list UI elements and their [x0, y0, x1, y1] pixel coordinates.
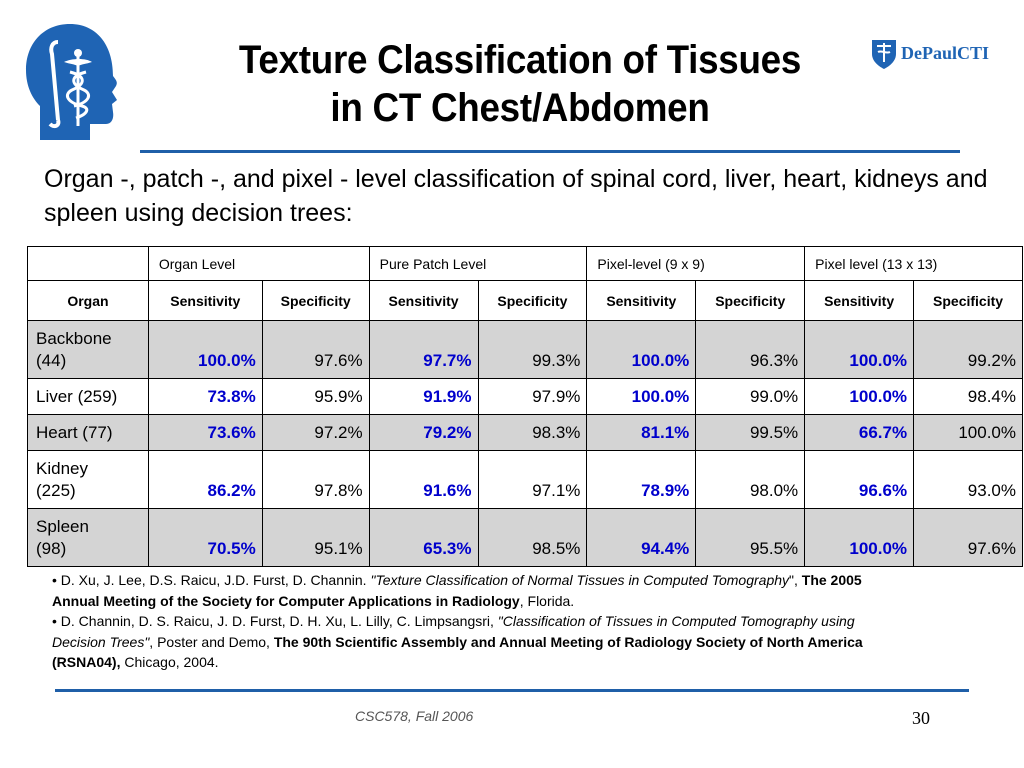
value-cell: 73.8% [147, 378, 263, 415]
sub-header: Sensitivity [368, 280, 479, 321]
organ-cell: Spleen (98) [27, 508, 149, 567]
value-cell: 91.9% [368, 378, 479, 415]
value-cell: 100.0% [913, 414, 1023, 451]
value-cell: 97.7% [368, 320, 479, 379]
group-header-organ-level: Organ Level [147, 246, 370, 281]
organ-cell: Kidney (225) [27, 450, 149, 509]
group-header-pixel-13: Pixel level (13 x 13) [804, 246, 1023, 281]
value-cell: 81.1% [586, 414, 697, 451]
value-cell: 98.0% [695, 450, 806, 509]
value-cell: 100.0% [586, 378, 697, 415]
value-cell: 95.1% [261, 508, 370, 567]
value-cell: 93.0% [913, 450, 1023, 509]
title-line-1: Texture Classification of Tissues [238, 38, 802, 82]
table-row: Liver (259) 73.8% 95.9% 91.9% 97.9% 100.… [27, 378, 1023, 415]
slide-title: Texture Classification of Tissues in CT … [170, 36, 869, 132]
value-cell: 78.9% [586, 450, 697, 509]
value-cell: 97.1% [477, 450, 588, 509]
value-cell: 94.4% [586, 508, 697, 567]
results-table: Organ Level Pure Patch Level Pixel-level… [27, 246, 1023, 567]
group-header-pure-patch: Pure Patch Level [368, 246, 588, 281]
value-cell: 97.6% [913, 508, 1023, 567]
value-cell: 100.0% [804, 320, 915, 379]
value-cell: 96.6% [804, 450, 915, 509]
sub-header: Sensitivity [804, 280, 915, 321]
footer-divider [55, 689, 969, 692]
value-cell: 86.2% [147, 450, 263, 509]
table-row: Backbone (44) 100.0% 97.6% 97.7% 99.3% 10… [27, 320, 1023, 379]
value-cell: 99.0% [695, 378, 806, 415]
value-cell: 95.5% [695, 508, 806, 567]
value-cell: 65.3% [368, 508, 479, 567]
depaul-crest-icon: DePaulCTI [868, 32, 1008, 72]
reference-1: • D. Xu, J. Lee, D.S. Raicu, J.D. Furst,… [52, 572, 862, 609]
references: • D. Xu, J. Lee, D.S. Raicu, J.D. Furst,… [52, 570, 912, 673]
value-cell: 79.2% [368, 414, 479, 451]
title-divider [140, 150, 960, 153]
table-corner-cell [27, 246, 149, 281]
value-cell: 96.3% [695, 320, 806, 379]
intro-text: Organ -, patch -, and pixel - level clas… [44, 165, 988, 227]
value-cell: 97.9% [477, 378, 588, 415]
footer-course-label: CSC578, Fall 2006 [355, 708, 474, 724]
value-cell: 97.8% [261, 450, 370, 509]
value-cell: 98.3% [477, 414, 588, 451]
table-group-header-row: Organ Level Pure Patch Level Pixel-level… [27, 246, 1023, 281]
sub-header: Specificity [477, 280, 588, 321]
value-cell: 100.0% [586, 320, 697, 379]
title-line-2: in CT Chest/Abdomen [330, 86, 710, 130]
table-row: Kidney (225) 86.2% 97.8% 91.6% 97.1% 78.9… [27, 450, 1023, 509]
organ-column-header: Organ [27, 280, 149, 321]
organ-cell: Backbone (44) [27, 320, 149, 379]
sub-header: Specificity [261, 280, 370, 321]
table-sub-header-row: Organ Sensitivity Specificity Sensitivit… [27, 280, 1023, 321]
value-cell: 91.6% [368, 450, 479, 509]
value-cell: 66.7% [804, 414, 915, 451]
table-row: Heart (77) 73.6% 97.2% 79.2% 98.3% 81.1%… [27, 414, 1023, 451]
value-cell: 100.0% [147, 320, 263, 379]
value-cell: 99.5% [695, 414, 806, 451]
organ-cell: Liver (259) [27, 378, 149, 415]
sub-header: Sensitivity [147, 280, 263, 321]
value-cell: 95.9% [261, 378, 370, 415]
value-cell: 97.6% [261, 320, 370, 379]
sub-header: Sensitivity [586, 280, 697, 321]
depaul-logo-text: DePaulCTI [901, 43, 989, 63]
sub-header: Specificity [913, 280, 1023, 321]
value-cell: 70.5% [147, 508, 263, 567]
sub-header: Specificity [695, 280, 806, 321]
table-row: Spleen (98) 70.5% 95.1% 65.3% 98.5% 94.4%… [27, 508, 1023, 567]
head-caduceus-icon [18, 20, 123, 145]
reference-2: • D. Channin, D. S. Raicu, J. D. Furst, … [52, 613, 863, 670]
value-cell: 100.0% [804, 378, 915, 415]
value-cell: 97.2% [261, 414, 370, 451]
value-cell: 99.2% [913, 320, 1023, 379]
value-cell: 100.0% [804, 508, 915, 567]
value-cell: 98.5% [477, 508, 588, 567]
group-header-pixel-9: Pixel-level (9 x 9) [586, 246, 806, 281]
value-cell: 99.3% [477, 320, 588, 379]
value-cell: 98.4% [913, 378, 1023, 415]
page-number: 30 [912, 708, 930, 728]
value-cell: 73.6% [147, 414, 263, 451]
organ-cell: Heart (77) [27, 414, 149, 451]
